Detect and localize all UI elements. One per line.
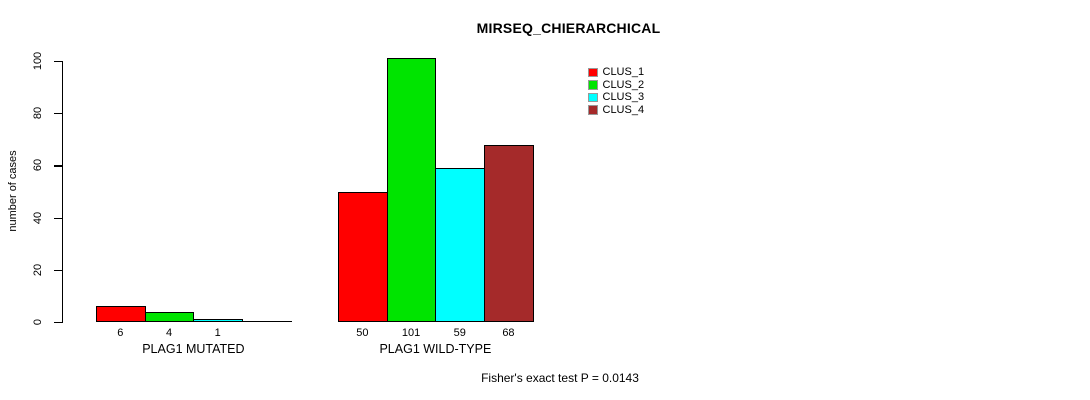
- legend-swatch-clus_1: [588, 67, 598, 78]
- y-tick-label: 20: [32, 263, 44, 276]
- y-tick-mark: [54, 113, 62, 115]
- y-tick-label: 0: [32, 318, 44, 326]
- bar-value-label: 4: [165, 327, 173, 339]
- y-tick-mark: [54, 217, 62, 219]
- legend-label: CLUS_3: [602, 91, 645, 104]
- bar-value-label: 101: [401, 327, 421, 339]
- legend-swatch-clus_4: [588, 105, 598, 115]
- legend-item-clus_1: CLUS_1: [588, 66, 644, 79]
- bar-zero-clus_4: [242, 320, 292, 322]
- legend-label: CLUS_1: [602, 66, 645, 79]
- legend-item-clus_2: CLUS_2: [588, 79, 644, 92]
- bar-clus_1: [338, 191, 388, 322]
- bar-clus_3: [193, 319, 244, 322]
- legend-label: CLUS_2: [602, 78, 645, 91]
- chart-title: MIRSEQ_CHIERARCHICAL: [476, 20, 661, 36]
- y-tick-mark: [54, 269, 62, 272]
- legend-swatch-clus_3: [588, 92, 598, 103]
- bar-value-label: 68: [502, 327, 515, 339]
- legend: CLUS_1 CLUS_2 CLUS_3 CLUS_4: [588, 66, 644, 116]
- y-tick-label: 40: [32, 211, 44, 224]
- legend-item-clus_3: CLUS_3: [588, 91, 644, 104]
- legend-swatch-clus_2: [588, 80, 598, 90]
- bar-clus_1: [96, 306, 146, 322]
- y-tick-label: 100: [32, 51, 44, 71]
- y-axis-label: number of cases: [7, 150, 19, 232]
- bar-value-label: 59: [453, 327, 466, 339]
- bar-value-label: 50: [356, 327, 369, 339]
- y-tick-label: 80: [32, 107, 44, 120]
- y-tick-label: 60: [32, 159, 44, 172]
- stat-annotation: Fisher's exact test P = 0.0143: [481, 371, 639, 385]
- bar-clus_4: [484, 144, 534, 322]
- y-tick-mark: [54, 165, 62, 167]
- legend-item-clus_4: CLUS_4: [588, 104, 644, 117]
- bar-value-label: 1: [214, 327, 221, 339]
- bar-clus_2: [144, 311, 195, 322]
- y-tick-mark: [54, 322, 62, 324]
- x-group-label: PLAG1 WILD-TYPE: [379, 342, 492, 356]
- bar-value-label: 6: [117, 327, 124, 339]
- y-axis-line: [62, 61, 64, 323]
- legend-label: CLUS_4: [602, 104, 645, 117]
- bar-clus_3: [435, 168, 486, 322]
- x-group-label: PLAG1 MUTATED: [142, 342, 245, 356]
- bar-clus_2: [386, 58, 437, 322]
- y-tick-mark: [54, 61, 62, 63]
